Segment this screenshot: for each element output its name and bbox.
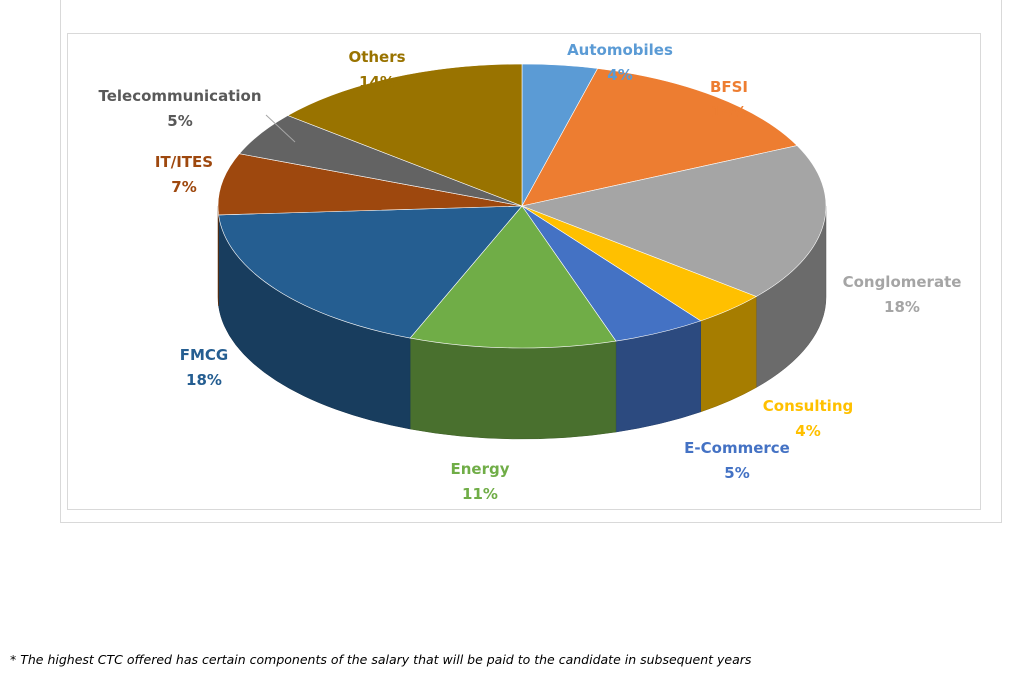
value-label-fmcg: 18% — [186, 371, 222, 389]
slice-fmcg — [218, 205, 523, 339]
slice-side-it-ites — [217, 205, 219, 306]
value-label-consulting: 4% — [795, 422, 820, 440]
slice-bfsi — [521, 68, 798, 207]
slice-side-energy — [409, 337, 617, 440]
pie-slices — [217, 63, 827, 349]
value-label-it-ites: 7% — [171, 178, 196, 196]
value-label-energy: 11% — [462, 485, 498, 503]
slice-energy — [409, 205, 617, 349]
footnote: * The highest CTC offered has certain co… — [10, 652, 752, 667]
label-others: Others — [348, 48, 405, 66]
chart-area — [67, 33, 981, 510]
slice-labels: Automobiles 4% BFSI 14% Conglomerate 18% Consu… — [99, 41, 962, 503]
label-bfsi: BFSI — [710, 78, 748, 96]
label-e-commerce: E-Commerce — [684, 439, 790, 457]
slice-it-ites — [217, 153, 523, 216]
value-label-telecommunication: 5% — [167, 112, 192, 130]
pie-sides — [217, 205, 827, 440]
value-label-others: 14% — [359, 73, 395, 91]
value-label-e-commerce: 5% — [724, 464, 749, 482]
label-automobiles: Automobiles — [567, 41, 673, 59]
label-it-ites: IT/ITES — [155, 153, 213, 171]
slice-others — [287, 63, 523, 207]
label-consulting: Consulting — [763, 397, 853, 415]
value-label-automobiles: 4% — [607, 66, 632, 84]
value-label-bfsi: 14% — [711, 103, 747, 121]
value-label-conglomerate: 18% — [884, 298, 920, 316]
telecom-leader-line — [265, 114, 296, 143]
label-telecommunication: Telecommunication — [99, 87, 262, 105]
slice-conglomerate — [520, 145, 827, 297]
label-energy: Energy — [450, 460, 509, 478]
label-fmcg: FMCG — [180, 346, 229, 364]
outer-frame — [60, 0, 1002, 523]
label-conglomerate: Conglomerate — [843, 273, 962, 291]
